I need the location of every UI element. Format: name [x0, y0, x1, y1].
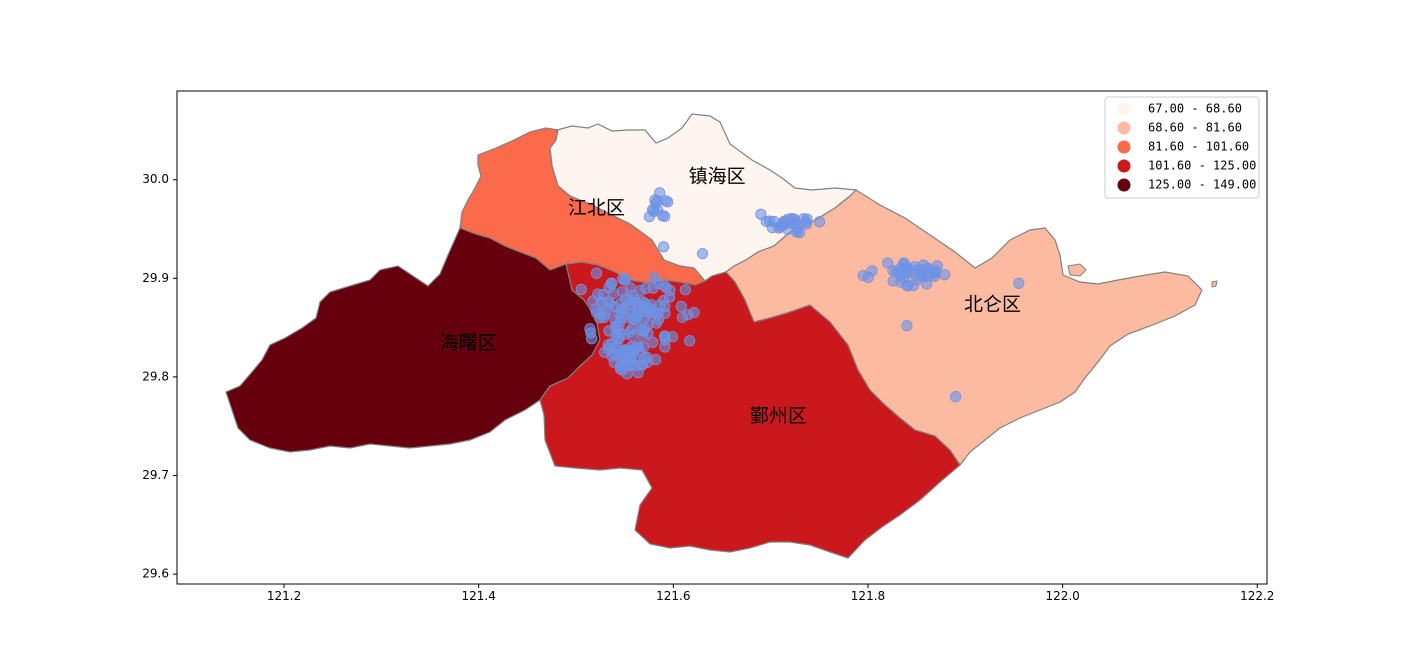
- sample-point: [610, 330, 622, 342]
- y-axis-ticks: 29.6 29.7 29.8 29.9 30.0: [142, 172, 177, 581]
- legend-label: 101.60 - 125.00: [1148, 159, 1256, 173]
- legend-label: 125.00 - 149.00: [1148, 178, 1256, 192]
- legend-label: 67.00 - 68.60: [1148, 102, 1242, 116]
- sample-point: [663, 291, 676, 303]
- sample-point: [931, 260, 943, 272]
- sample-point: [813, 216, 826, 228]
- sample-point: [675, 300, 687, 313]
- district-label: 江北区: [568, 197, 625, 219]
- legend-swatch: [1117, 178, 1131, 192]
- sample-point: [890, 266, 902, 278]
- legend-swatch: [1117, 140, 1131, 154]
- legend-label: 68.60 - 81.60: [1148, 121, 1242, 135]
- x-tick-label: 122.0: [1045, 589, 1079, 603]
- y-tick-label: 29.7: [142, 468, 169, 482]
- sample-point: [921, 278, 933, 290]
- x-axis-ticks: 121.2 121.4 121.6 121.8 122.0 122.2: [267, 584, 1274, 603]
- district-label: 鄞州区: [750, 405, 807, 427]
- sample-point: [633, 345, 646, 358]
- sample-point: [682, 309, 694, 321]
- x-tick-label: 122.2: [1240, 589, 1274, 603]
- sample-point: [779, 218, 791, 230]
- sample-point: [590, 267, 603, 279]
- plot-frame: [176, 90, 1268, 585]
- sample-point: [696, 248, 709, 260]
- sample-point: [658, 241, 670, 253]
- sample-point: [915, 270, 927, 282]
- sample-point: [616, 286, 629, 298]
- sample-point: [921, 262, 934, 274]
- x-tick-label: 121.6: [656, 589, 690, 603]
- legend: 67.00 - 68.60 68.60 - 81.60 81.60 - 101.60…: [1104, 96, 1260, 199]
- legend-swatch: [1117, 159, 1131, 173]
- sample-point: [755, 208, 767, 220]
- sample-point: [1013, 277, 1025, 289]
- sample-point: [614, 315, 627, 327]
- sample-point: [619, 274, 631, 286]
- sample-point: [586, 333, 598, 345]
- sample-point: [627, 289, 639, 301]
- sample-point: [684, 335, 696, 347]
- sample-point: [648, 271, 660, 283]
- y-tick-label: 29.9: [142, 271, 169, 285]
- legend-label: 81.60 - 101.60: [1148, 140, 1249, 154]
- sample-point: [901, 279, 913, 292]
- legend-swatch: [1117, 102, 1131, 116]
- sample-point: [647, 336, 659, 348]
- points-layer: [575, 187, 1025, 403]
- sample-point: [651, 195, 664, 207]
- sample-point: [626, 330, 639, 343]
- sample-point: [575, 283, 587, 295]
- sample-point: [658, 330, 671, 343]
- sample-point: [882, 257, 894, 269]
- sample-point: [659, 210, 671, 222]
- sample-point: [679, 284, 691, 296]
- districts-layer: [225, 113, 1218, 559]
- y-tick-label: 29.6: [142, 567, 169, 581]
- legend-swatch: [1117, 121, 1131, 135]
- district-label: 镇海区: [689, 165, 746, 187]
- sample-point: [857, 269, 869, 282]
- district-polygon-haishu: [225, 227, 601, 453]
- district-label: 北仑区: [964, 293, 1021, 315]
- sample-point: [603, 281, 615, 294]
- y-tick-label: 30.0: [142, 172, 169, 186]
- sample-point: [648, 306, 660, 318]
- sample-point: [643, 211, 655, 223]
- island-shape: [1211, 280, 1218, 288]
- sample-point: [637, 325, 649, 337]
- legend-box: [1104, 96, 1260, 199]
- y-tick-label: 29.8: [142, 369, 169, 383]
- island-shape: [1067, 263, 1087, 277]
- sample-point: [647, 282, 659, 294]
- sample-point: [615, 297, 627, 309]
- sample-point: [791, 219, 803, 231]
- sample-point: [598, 311, 610, 324]
- sample-point: [589, 303, 602, 315]
- sample-point: [949, 391, 962, 403]
- sample-point: [801, 213, 813, 225]
- sample-point: [901, 320, 913, 332]
- sample-point: [901, 262, 913, 274]
- sample-point: [617, 345, 629, 357]
- x-tick-label: 121.2: [267, 589, 301, 603]
- sample-point: [638, 302, 650, 314]
- sample-point: [623, 360, 635, 372]
- sample-point: [939, 269, 951, 281]
- district-label: 海曙区: [439, 332, 496, 354]
- x-tick-label: 121.8: [851, 589, 885, 603]
- x-tick-label: 121.4: [462, 589, 496, 603]
